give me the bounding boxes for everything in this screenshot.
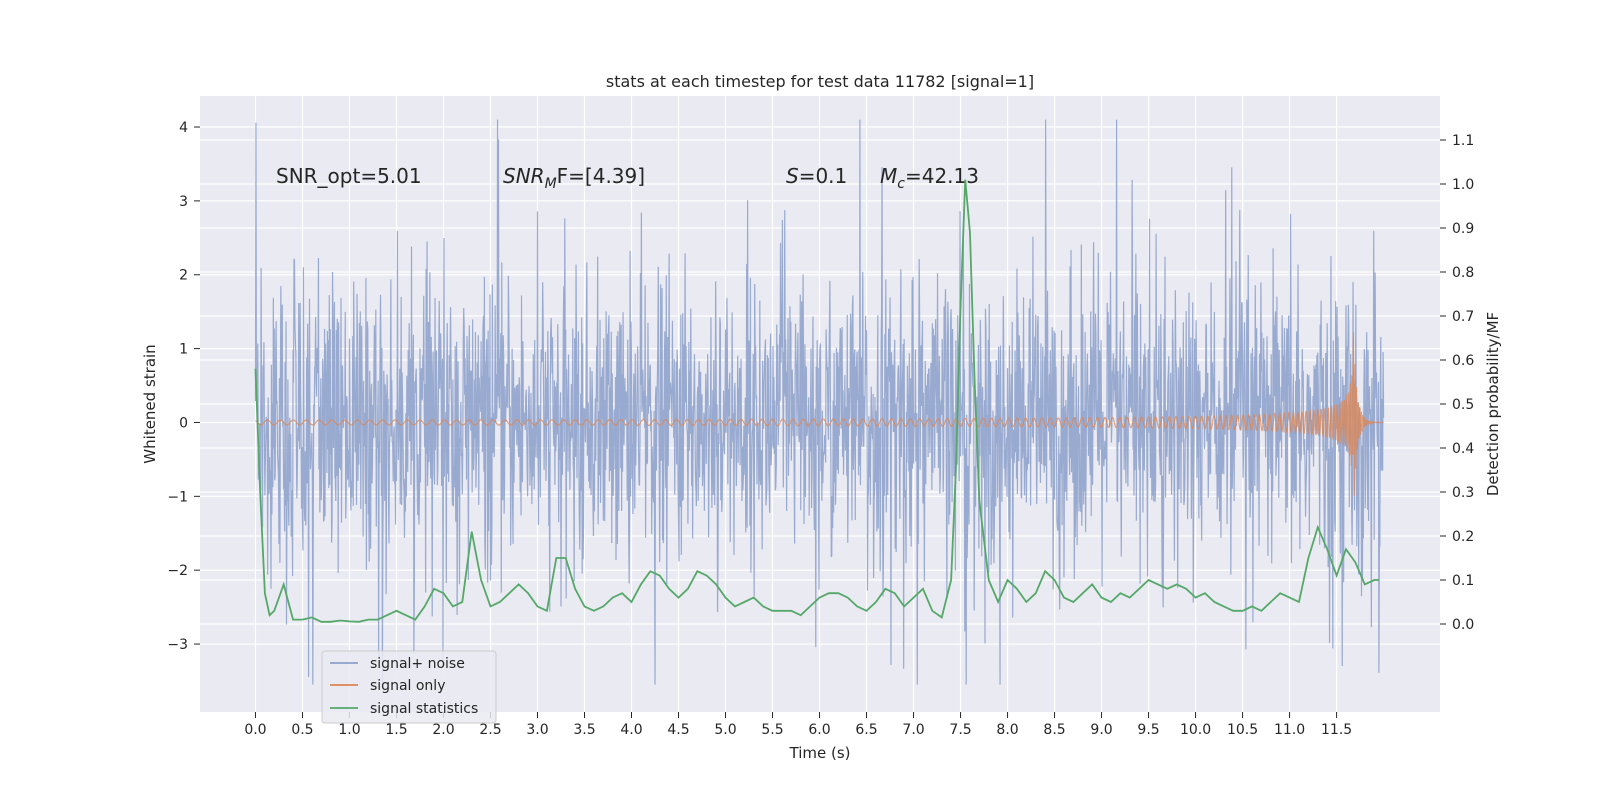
y-right-tick-label-0: 1.1 [1452, 133, 1474, 149]
y-left-tick-label-6: −2 [167, 563, 188, 579]
y-right-axis-ticks: 1.1 1.0 0.9 0.8 0.7 0.6 0.5 0.4 0.3 0.2 0.1 0.0 [1440, 133, 1474, 633]
legend: signal+ noise signal only signal statist… [321, 650, 497, 724]
chart-title: stats at each timestep for test data 117… [606, 72, 1034, 91]
series-signal-statistics-line [254, 179, 1379, 623]
x-tick-label-0: 0.0 [244, 722, 266, 738]
x-tick-label-19: 9.5 [1137, 722, 1159, 738]
x-tick-label-4: 2.0 [432, 722, 454, 738]
legend-frame [321, 650, 497, 724]
y-left-axis-label: Whitened strain [141, 344, 159, 463]
x-tick-label-3: 1.5 [385, 722, 407, 738]
series-signal-noise [254, 119, 1385, 685]
x-tick-label-23: 11.5 [1321, 722, 1352, 738]
x-tick-label-6: 3.0 [526, 722, 548, 738]
x-tick-label-18: 9.0 [1090, 722, 1112, 738]
y-left-tick-label-2: 2 [179, 268, 188, 284]
annotation-s-symbol: S [786, 164, 799, 188]
x-tick-label-17: 8.5 [1043, 722, 1065, 738]
x-tick-label-9: 4.5 [667, 722, 689, 738]
annotation-snr-opt: SNR_opt=5.01 [276, 164, 422, 188]
x-tick-label-5: 2.5 [479, 722, 501, 738]
y-right-tick-label-1: 1.0 [1452, 177, 1474, 193]
y-left-tick-label-5: −1 [167, 489, 188, 505]
x-tick-label-21: 10.5 [1227, 722, 1258, 738]
annotation-mc: Mc=42.13 [880, 164, 979, 192]
x-tick-label-8: 4.0 [620, 722, 642, 738]
annotation-s-value: =0.1 [799, 164, 848, 188]
series-signal-only [255, 332, 1384, 496]
y-right-tick-label-4: 0.7 [1452, 309, 1474, 325]
legend-label-signal-only: signal only [370, 678, 445, 694]
y-right-tick-label-10: 0.1 [1452, 573, 1474, 589]
y-right-tick-label-11: 0.0 [1452, 617, 1474, 633]
annotation-snr-mf-sub: M [545, 176, 557, 192]
x-tick-label-13: 6.5 [855, 722, 877, 738]
y-right-tick-label-9: 0.2 [1452, 529, 1474, 545]
series-signal-statistics [254, 179, 1379, 623]
annotation-mc-value: =42.13 [905, 164, 979, 188]
annotation-mc-symbol: M [880, 164, 897, 188]
x-axis-ticks: 0.0 0.5 1.0 1.5 2.0 2.5 3.0 3.5 4.0 4.5 5.0 5.5 6.0 6… [244, 712, 1352, 738]
annotation-snr-mf: SNRMF=[4.39] [503, 164, 645, 192]
x-tick-label-1: 0.5 [291, 722, 313, 738]
x-tick-label-14: 7.0 [902, 722, 924, 738]
x-axis-label: Time (s) [789, 744, 851, 762]
x-tick-label-7: 3.5 [573, 722, 595, 738]
y-right-tick-label-7: 0.4 [1452, 441, 1474, 457]
y-right-tick-label-2: 0.9 [1452, 221, 1474, 237]
y-left-axis-ticks: 4 3 2 1 0 −1 −2 −3 [167, 120, 200, 653]
y-left-tick-label-1: 3 [179, 194, 188, 210]
x-tick-label-15: 7.5 [949, 722, 971, 738]
legend-label-signal-noise: signal+ noise [370, 656, 465, 672]
x-tick-label-2: 1.0 [338, 722, 360, 738]
y-left-tick-label-4: 0 [179, 415, 188, 431]
y-right-tick-label-8: 0.3 [1452, 485, 1474, 501]
annotation-s: S=0.1 [786, 164, 847, 188]
annotation-snr-mf-main: SNR [503, 164, 545, 188]
legend-label-signal-statistics: signal statistics [370, 701, 478, 717]
y-left-tick-label-7: −3 [167, 637, 188, 653]
x-tick-label-22: 11.0 [1274, 722, 1305, 738]
annotation-snr-mf-rest: F=[4.39] [557, 164, 645, 188]
y-left-tick-label-0: 4 [179, 120, 188, 136]
y-right-axis-label: Detection probability/MF [1484, 312, 1502, 496]
y-right-tick-label-6: 0.5 [1452, 397, 1474, 413]
series-signal-noise-line [254, 119, 1385, 685]
x-tick-label-12: 6.0 [808, 722, 830, 738]
y-right-tick-label-3: 0.8 [1452, 265, 1474, 281]
series-signal-only-line [255, 332, 1384, 496]
x-tick-label-10: 5.0 [714, 722, 736, 738]
x-tick-label-20: 10.0 [1180, 722, 1211, 738]
y-left-tick-label-3: 1 [179, 342, 188, 358]
annotation-mc-sub: c [897, 176, 905, 192]
x-tick-label-16: 8.0 [996, 722, 1018, 738]
y-right-tick-label-5: 0.6 [1452, 353, 1474, 369]
x-tick-label-11: 5.5 [761, 722, 783, 738]
